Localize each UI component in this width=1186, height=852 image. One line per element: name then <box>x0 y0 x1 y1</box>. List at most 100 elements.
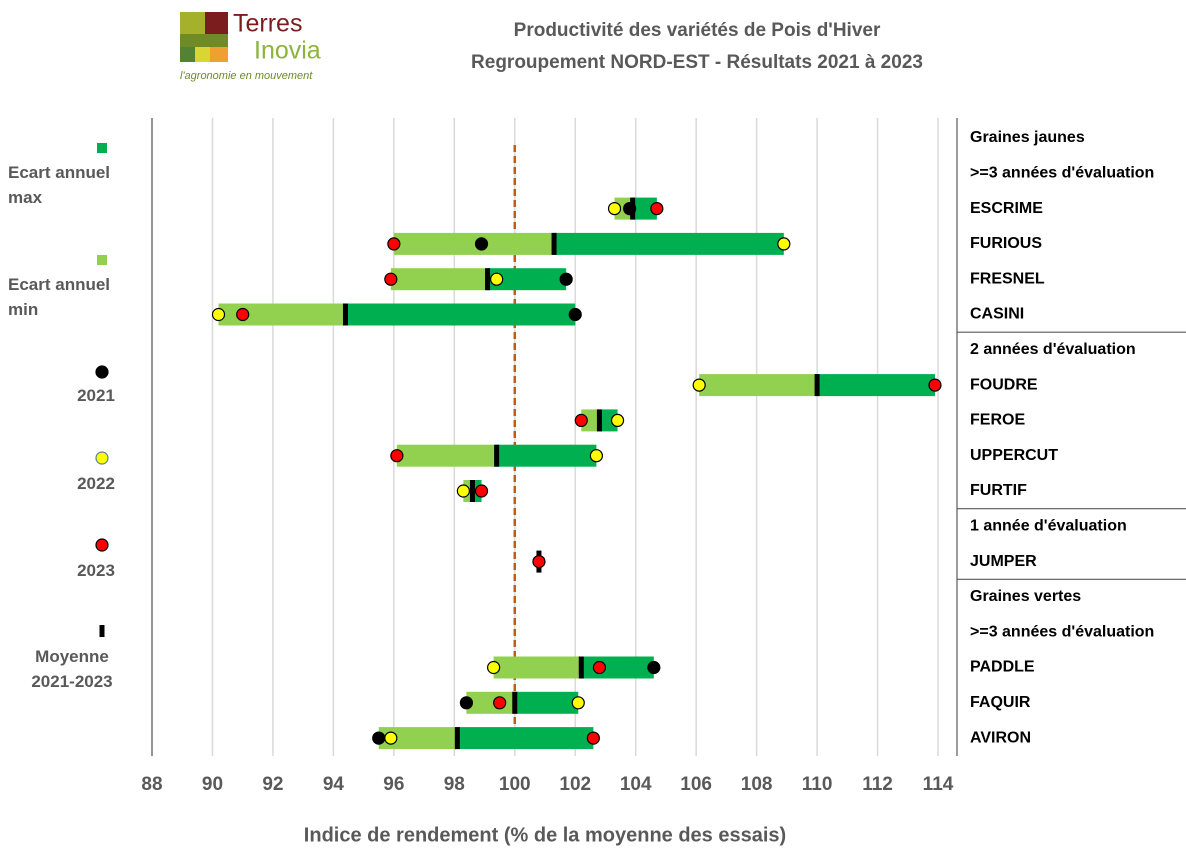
year-dot <box>384 731 398 745</box>
x-tick-label: 96 <box>383 774 404 795</box>
table-row-label: FAQUIR <box>970 694 1031 711</box>
range-bar-high <box>817 374 935 397</box>
year-dot <box>559 272 573 286</box>
logo: Terres Inovia l'agronomie en mouvement <box>180 10 321 82</box>
legend-label: 2023 <box>77 561 115 580</box>
year-dot <box>586 731 600 745</box>
year-dot <box>777 237 791 251</box>
year-dot <box>493 696 507 710</box>
mean-tick <box>342 303 348 326</box>
legend-icon <box>97 143 107 153</box>
table-row-label: FURTIF <box>970 482 1027 499</box>
legend-label: 2022 <box>77 474 115 493</box>
x-tick-label: 92 <box>262 774 283 795</box>
logo-tile <box>195 47 210 62</box>
year-dot <box>647 660 661 675</box>
legend-label: Ecart annuel min <box>8 275 111 319</box>
legend-label: 2021 <box>77 386 115 405</box>
mean-tick <box>485 268 491 291</box>
range-bar-high <box>457 727 594 750</box>
table-row-label: 1 année d'évaluation <box>970 518 1127 535</box>
legend-icon <box>95 365 109 379</box>
year-dot <box>390 449 404 463</box>
mean-tick <box>494 444 500 467</box>
range-bar-high <box>514 691 579 714</box>
range-bar-high <box>345 303 576 326</box>
x-tick-label: 108 <box>741 774 773 795</box>
table-row-label: PADDLE <box>970 659 1035 676</box>
table-row-label: UPPERCUT <box>970 447 1058 464</box>
logo-tile <box>180 34 228 47</box>
chart-title: Productivité des variétés de Pois d'Hive… <box>514 20 881 41</box>
range-bar-high <box>599 409 618 432</box>
year-dot <box>692 378 706 392</box>
mean-tick <box>578 656 584 679</box>
x-tick-label: 106 <box>680 774 712 795</box>
year-dot <box>236 307 250 322</box>
legend-label: Moyenne 2021-2023 <box>31 647 113 691</box>
legend-icon <box>95 538 109 552</box>
year-dot <box>459 696 473 710</box>
range-bar-low <box>699 374 818 397</box>
x-tick-label: 100 <box>499 774 531 795</box>
x-tick-label: 112 <box>862 774 893 795</box>
range-bar-low <box>466 691 515 714</box>
table-row-label: FOUDRE <box>970 376 1038 393</box>
year-dot <box>387 237 401 251</box>
range-bar-high <box>487 268 567 291</box>
year-dot <box>456 484 470 498</box>
chart-subtitle: Regroupement NORD-EST - Résultats 2021 à… <box>471 52 923 73</box>
legend-icon <box>97 255 107 265</box>
year-dot <box>574 413 588 427</box>
table-row-label: FEROE <box>970 412 1025 429</box>
x-tick-label: 114 <box>923 774 954 795</box>
legend-label: Ecart annuel max <box>8 163 111 207</box>
x-tick-label: 98 <box>444 774 465 795</box>
range-bar-low <box>218 303 346 326</box>
year-dot <box>623 202 637 216</box>
logo-tile <box>180 12 205 34</box>
x-tick-label: 94 <box>323 774 345 795</box>
year-dot <box>589 449 603 463</box>
x-tick-label: 104 <box>620 774 652 795</box>
range-bar-low <box>378 727 458 750</box>
legend-icon <box>99 625 105 637</box>
table-row-label: Graines jaunes <box>970 129 1085 146</box>
x-tick-label: 102 <box>559 774 591 795</box>
year-dot <box>490 272 504 286</box>
year-dot <box>474 484 489 498</box>
year-dot <box>487 660 501 675</box>
year-dot <box>372 731 386 745</box>
year-dot <box>211 307 226 322</box>
table-row-label: Graines vertes <box>970 588 1081 605</box>
year-dot <box>532 554 546 569</box>
year-dot <box>568 307 582 322</box>
logo-tile <box>180 47 195 62</box>
year-dot <box>384 272 398 286</box>
range-bar-low <box>581 409 600 432</box>
table-row-label: 2 années d'évaluation <box>970 341 1136 358</box>
range-bar-low <box>390 268 488 291</box>
logo-tagline: l'agronomie en mouvement <box>180 70 313 82</box>
range-bar-high <box>581 656 654 679</box>
logo-name: Inovia <box>254 37 321 65</box>
year-dot <box>571 696 585 710</box>
range-bar-high <box>632 197 657 220</box>
x-tick-label: 90 <box>202 774 223 795</box>
logo-name: Terres <box>233 10 302 38</box>
year-dot <box>928 378 942 392</box>
logo-tile <box>205 12 228 34</box>
range-bar-low <box>493 656 582 679</box>
year-dot <box>607 202 622 216</box>
mean-tick <box>814 374 820 397</box>
table-row-label: FRESNEL <box>970 270 1045 287</box>
mean-tick <box>596 409 602 432</box>
x-tick-label: 110 <box>802 774 833 795</box>
table-row-label: >=3 années d'évaluation <box>970 623 1154 640</box>
range-bar-low <box>396 444 497 467</box>
table-row-label: FURIOUS <box>970 235 1042 252</box>
table-row-label: CASINI <box>970 306 1024 323</box>
year-dot <box>610 413 625 427</box>
